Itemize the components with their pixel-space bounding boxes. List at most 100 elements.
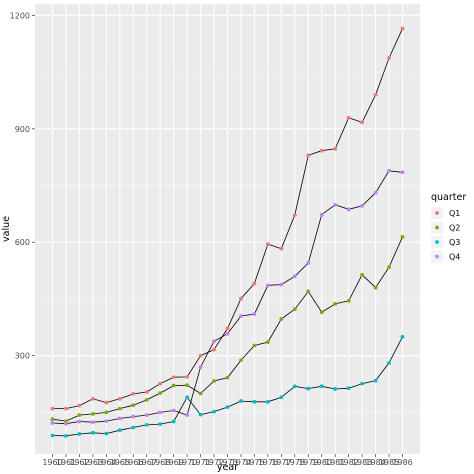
data-point-q1: [306, 153, 311, 158]
data-point-q3: [387, 360, 391, 365]
data-point-q2: [64, 419, 68, 424]
data-point-q3: [104, 431, 109, 436]
x-tick-label: 1981: [325, 458, 345, 467]
data-point-q3: [239, 399, 243, 403]
data-point-q4: [90, 420, 95, 425]
data-point-q2: [198, 391, 203, 396]
data-point-q3: [252, 399, 257, 404]
x-tick-label: 1973: [217, 458, 237, 467]
data-point-q4: [117, 416, 122, 421]
data-point-q1: [373, 92, 378, 97]
x-tick-label: 1964: [96, 458, 116, 467]
data-point-q3: [117, 428, 122, 433]
data-point-q3: [400, 334, 405, 339]
data-point-q3: [225, 405, 230, 410]
data-point-q3: [131, 425, 136, 430]
data-point-q2: [400, 235, 405, 239]
data-point-q3: [346, 386, 351, 391]
x-tick-label: 1969: [163, 458, 183, 467]
data-point-q1: [77, 403, 82, 408]
data-point-q1: [131, 391, 136, 396]
data-point-q4: [77, 419, 82, 424]
legend-marker-q1: [435, 211, 439, 215]
data-point-q2: [158, 391, 163, 396]
data-point-q4: [333, 202, 338, 207]
x-tick-label: 1975: [244, 458, 264, 467]
data-point-q4: [225, 331, 230, 336]
data-point-q1: [279, 246, 284, 251]
data-point-q3: [158, 422, 163, 427]
x-tick-label: 1976: [258, 458, 278, 467]
data-point-q2: [279, 317, 284, 321]
data-point-q3: [185, 395, 190, 400]
data-point-q2: [144, 398, 149, 402]
legend: quarter Q1 Q2 Q3 Q4: [431, 192, 466, 263]
legend-label-q2: Q2: [449, 224, 460, 233]
data-point-q4: [306, 261, 311, 265]
legend-title: quarter: [431, 192, 466, 203]
data-point-q3: [279, 395, 284, 400]
legend-marker-q2: [435, 225, 439, 230]
data-point-q3: [306, 386, 311, 391]
data-point-q2: [50, 417, 55, 422]
x-tick-label: 1960: [42, 458, 62, 467]
x-tick-label: 1986: [392, 458, 412, 467]
data-point-q2: [333, 301, 338, 306]
x-tick-label: 1978: [285, 458, 305, 467]
data-point-q2: [212, 379, 216, 383]
data-point-q3: [292, 384, 297, 389]
data-point-q1: [239, 296, 243, 301]
x-tick-label: 1979: [298, 458, 318, 467]
data-point-q2: [185, 383, 190, 388]
data-point-q3: [265, 399, 270, 404]
data-point-q4: [239, 314, 243, 318]
data-point-q4: [104, 419, 109, 424]
x-tick-label: 1963: [83, 458, 103, 467]
data-point-q1: [346, 115, 351, 120]
data-point-q2: [265, 340, 270, 344]
x-tick-label: 1982: [338, 458, 358, 467]
data-point-q1: [117, 396, 122, 401]
data-point-q4: [319, 212, 324, 217]
data-point-q4: [373, 190, 378, 195]
x-tick-label: 1983: [352, 458, 372, 467]
data-point-q1: [400, 26, 405, 31]
x-tick-label: 1972: [204, 458, 224, 467]
data-point-q4: [144, 413, 149, 417]
data-point-q1: [171, 375, 176, 380]
data-point-q1: [185, 374, 190, 379]
data-point-q3: [50, 433, 55, 438]
x-tick-label: 1977: [271, 458, 291, 467]
data-point-q1: [265, 242, 270, 247]
data-point-q1: [319, 148, 324, 153]
data-point-q2: [306, 289, 311, 294]
x-tick-label: 1980: [312, 458, 332, 467]
data-point-q3: [373, 378, 378, 383]
data-point-q3: [212, 409, 216, 414]
data-point-q3: [319, 384, 324, 389]
legend-marker-q3: [435, 240, 439, 244]
legend-label-q3: Q3: [449, 238, 460, 247]
data-point-q1: [292, 213, 297, 217]
data-point-q2: [319, 310, 324, 315]
data-point-q1: [90, 396, 95, 401]
x-tick-label: 1965: [110, 458, 130, 467]
data-point-q4: [387, 168, 391, 173]
data-point-q1: [158, 381, 163, 386]
data-point-q3: [198, 412, 203, 417]
data-point-q4: [292, 274, 297, 279]
x-tick-label: 1967: [137, 458, 157, 467]
y-axis-ticks: 300 600 900 1200: [10, 11, 35, 361]
data-point-q2: [90, 412, 95, 416]
data-point-q4: [50, 421, 55, 425]
y-tick-label: 1200: [10, 11, 30, 20]
x-tick-label: 1985: [379, 458, 399, 467]
data-point-q1: [387, 56, 391, 60]
data-point-q1: [333, 146, 338, 151]
data-point-q4: [265, 283, 270, 288]
data-point-q4: [252, 312, 257, 316]
legend-label-q4: Q4: [449, 253, 460, 262]
data-point-q2: [239, 358, 243, 363]
major-gridlines: [35, 4, 420, 454]
